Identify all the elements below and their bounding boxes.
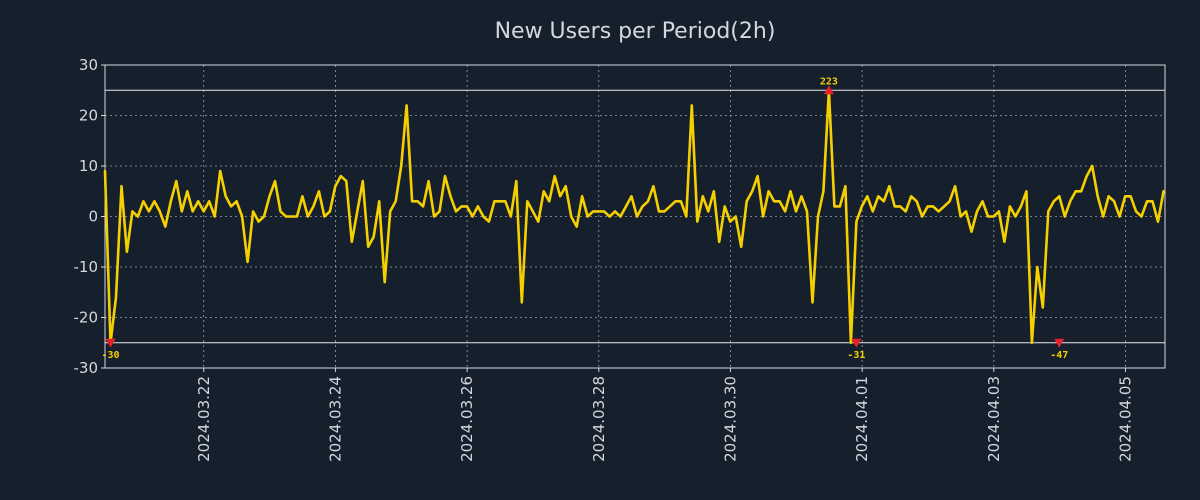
marker-label: 223 bbox=[820, 76, 838, 87]
x-axis: 2024.03.22 2024.03.24 2024.03.26 2024.03.28… bbox=[195, 368, 1134, 462]
marker-label: -30 bbox=[101, 350, 119, 361]
series-line-group bbox=[103, 89, 1165, 345]
y-tick-label: 10 bbox=[79, 157, 98, 175]
marker-label: -47 bbox=[1050, 350, 1068, 361]
x-tick-label: 2024.04.05 bbox=[1116, 376, 1134, 462]
x-tick-label: 2024.04.03 bbox=[985, 376, 1003, 462]
min-marker bbox=[105, 338, 116, 348]
x-tick-label: 2024.03.28 bbox=[590, 376, 608, 462]
y-tick-label: -20 bbox=[74, 309, 99, 327]
min-marker bbox=[1054, 338, 1065, 348]
y-tick-label: 0 bbox=[88, 208, 98, 226]
max-marker bbox=[823, 85, 834, 95]
series-line bbox=[103, 89, 1165, 345]
min-marker bbox=[851, 338, 862, 348]
y-tick-label: -10 bbox=[74, 258, 99, 276]
x-tick-label: 2024.03.22 bbox=[195, 376, 213, 462]
chart-title: New Users per Period(2h) bbox=[495, 19, 776, 44]
x-tick-label: 2024.03.26 bbox=[458, 376, 476, 462]
markers: -30 223 -31 -47 bbox=[101, 76, 1068, 361]
grid bbox=[105, 65, 1165, 368]
x-tick-label: 2024.04.01 bbox=[853, 376, 871, 462]
y-tick-label: 30 bbox=[79, 56, 98, 74]
y-tick-label: -30 bbox=[74, 359, 99, 377]
reference-lines bbox=[105, 89, 1165, 344]
x-tick-label: 2024.03.30 bbox=[721, 376, 739, 462]
marker-label: -31 bbox=[847, 350, 865, 361]
y-tick-label: 20 bbox=[79, 107, 98, 125]
y-axis: 30 20 10 0 -10 -20 -30 bbox=[74, 56, 105, 377]
x-tick-label: 2024.03.24 bbox=[326, 376, 344, 462]
